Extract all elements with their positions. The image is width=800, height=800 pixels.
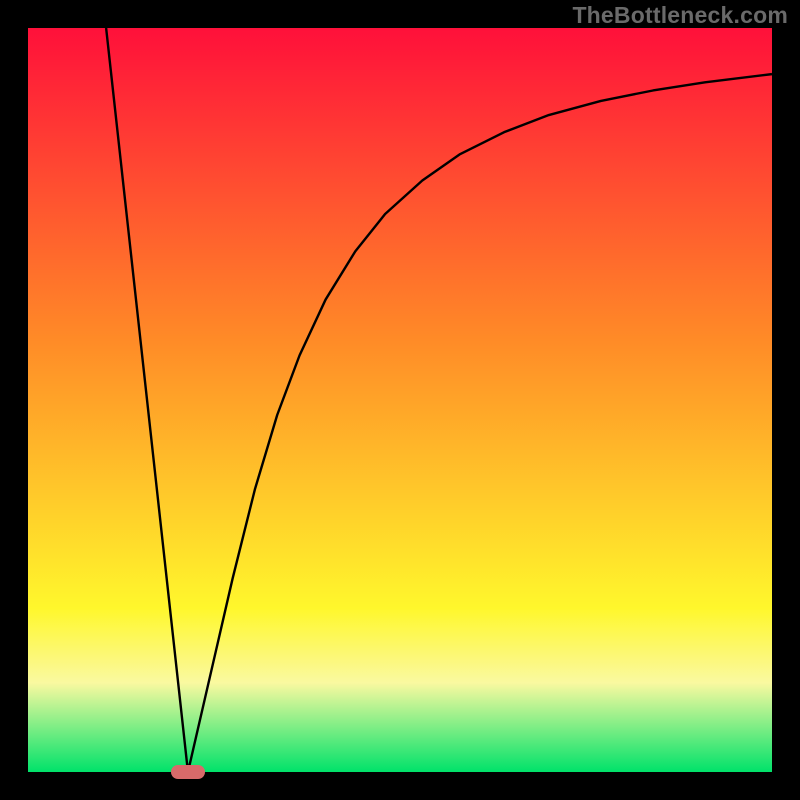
watermark-text: TheBottleneck.com xyxy=(572,2,788,29)
minimum-marker xyxy=(171,765,205,779)
plot-area xyxy=(28,28,772,772)
chart-container: TheBottleneck.com xyxy=(0,0,800,800)
